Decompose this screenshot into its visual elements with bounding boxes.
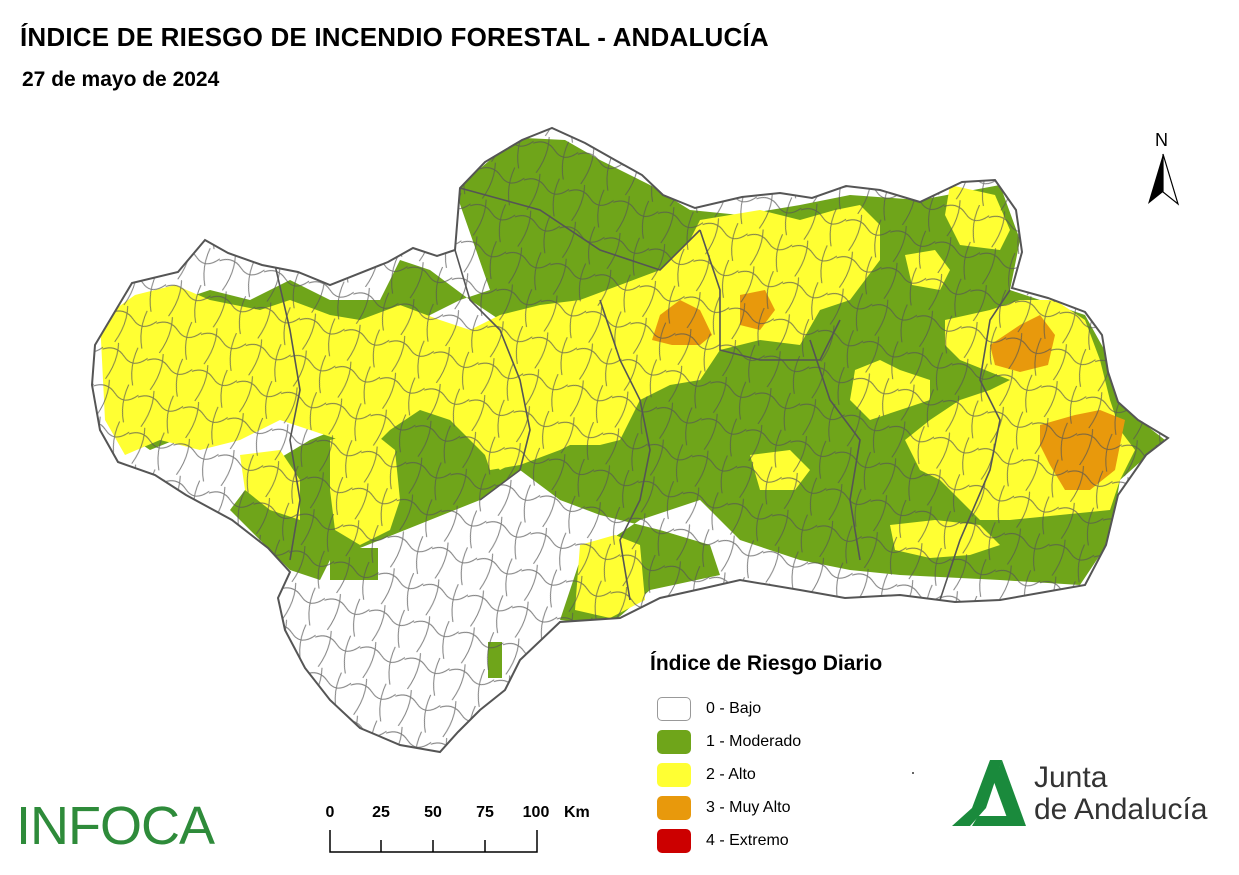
legend-swatch-muy-alto <box>657 795 691 820</box>
north-arrow: N <box>1146 130 1180 210</box>
north-arrow-icon <box>1148 153 1180 206</box>
north-label: N <box>1155 130 1168 150</box>
legend-swatch-moderado <box>657 729 691 754</box>
legend-label: 4 - Extremo <box>706 831 789 849</box>
legend-item-bajo: 0 - Bajo <box>650 692 940 725</box>
legend-label: 2 - Alto <box>706 765 756 783</box>
legend-title: Índice de Riesgo Diario <box>650 652 883 675</box>
scale-unit: Km <box>564 804 590 821</box>
junta-line-1: Junta <box>1034 761 1108 794</box>
province-boundaries <box>274 187 1011 601</box>
scale-tick-label: 0 <box>325 804 335 821</box>
scale-tick-label: 75 <box>476 804 494 821</box>
map-date: 27 de mayo de 2024 <box>22 68 220 91</box>
legend-swatch-alto <box>657 762 691 787</box>
junta-andalucia-logo: Junta de Andalucía <box>950 756 1220 836</box>
map-title: ÍNDICE DE RIESGO DE INCENDIO FORESTAL - … <box>20 22 769 52</box>
legend-item-extremo: 4 - Extremo <box>650 824 940 857</box>
scale-tick-label: 50 <box>424 804 442 821</box>
junta-emblem-icon <box>952 760 1026 826</box>
infoca-logo: INFOCA <box>16 796 215 856</box>
scale-bar: 0 25 50 75 100 Km <box>318 800 618 860</box>
region-outline <box>90 126 1170 754</box>
legend: Índice de Riesgo Diario 0 - Bajo 1 - Mod… <box>650 652 940 857</box>
scale-tick-label: 100 <box>522 804 550 821</box>
junta-logo-text: Junta de Andalucía <box>1034 762 1207 826</box>
legend-label: 0 - Bajo <box>706 699 762 717</box>
scale-tick-label: 25 <box>372 804 390 821</box>
legend-label: 1 - Moderado <box>706 732 802 750</box>
legend-label: 3 - Muy Alto <box>706 798 791 816</box>
legend-item-muy-alto: 3 - Muy Alto <box>650 791 940 824</box>
legend-swatch-bajo <box>657 696 691 721</box>
legend-item-alto: 2 - Alto <box>650 758 940 791</box>
scale-bar-line <box>329 830 538 853</box>
junta-line-2: de Andalucía <box>1034 793 1208 826</box>
map-artifact-dot <box>912 772 914 774</box>
legend-swatch-extremo <box>657 828 691 853</box>
legend-item-moderado: 1 - Moderado <box>650 725 940 758</box>
